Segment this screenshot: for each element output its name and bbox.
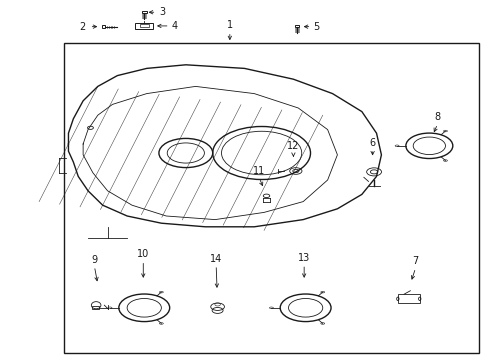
Text: 2: 2: [79, 22, 85, 32]
Text: 1: 1: [226, 19, 232, 30]
Text: 11: 11: [252, 166, 265, 176]
Text: 4: 4: [171, 21, 177, 31]
Text: 8: 8: [434, 112, 440, 122]
Bar: [140, 24, 148, 27]
Bar: [294, 25, 299, 27]
Text: 10: 10: [137, 249, 149, 259]
Bar: [63, 43, 478, 353]
Bar: [142, 11, 146, 13]
Bar: [135, 23, 153, 29]
Bar: [397, 294, 419, 303]
Text: 7: 7: [412, 256, 418, 266]
Text: 12: 12: [286, 141, 299, 151]
Text: 14: 14: [209, 253, 222, 264]
Text: 3: 3: [159, 7, 165, 17]
Text: 13: 13: [297, 253, 310, 263]
Text: 5: 5: [312, 22, 319, 32]
Bar: [92, 306, 99, 309]
Text: 6: 6: [369, 138, 375, 148]
Bar: [102, 26, 105, 28]
Text: 9: 9: [91, 255, 97, 265]
